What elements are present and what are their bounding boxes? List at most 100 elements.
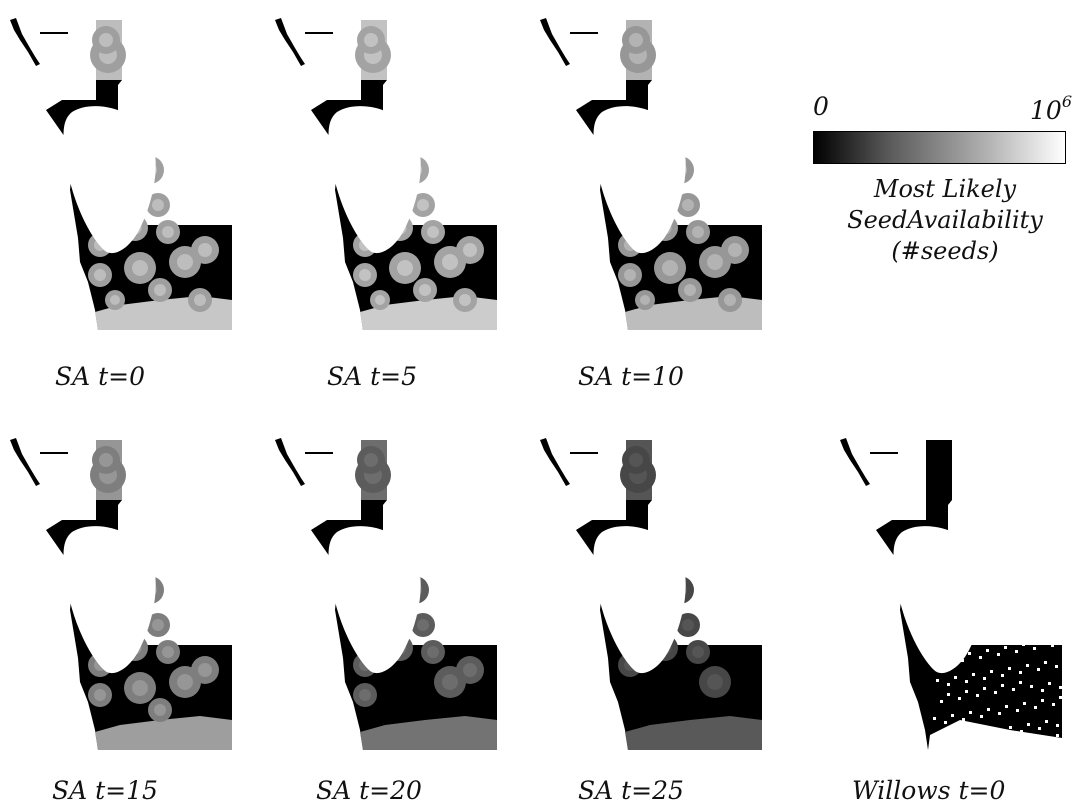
willow-speck	[1058, 627, 1061, 630]
map-panel-sa-t10	[530, 0, 780, 345]
willow-speck	[986, 649, 989, 652]
willow-speck	[1019, 671, 1022, 674]
willow-speck	[1016, 709, 1019, 712]
legend-title-line: Most Likely	[873, 175, 1017, 203]
willow-speck	[1044, 661, 1047, 664]
seed-availability-map	[540, 438, 762, 750]
willow-speck	[1033, 647, 1036, 650]
willow-speck	[995, 535, 998, 538]
willow-speck	[1010, 570, 1013, 573]
seed-blob-core	[662, 260, 678, 276]
seed-availability-map	[10, 18, 232, 330]
seed-blob-core	[359, 689, 371, 701]
willow-speck	[975, 635, 978, 638]
seed-band-shape	[625, 716, 762, 750]
willow-speck	[1001, 684, 1004, 687]
seed-blob-core	[359, 269, 371, 281]
coastline-shape	[275, 18, 305, 66]
map-panel-sa-t15	[0, 420, 250, 765]
seed-blob-core	[417, 619, 429, 631]
willow-speck	[947, 683, 950, 686]
lake-shape	[593, 106, 686, 254]
willow-speck	[982, 628, 985, 631]
willow-speck	[1018, 612, 1021, 615]
seed-blob-core	[442, 254, 458, 270]
lake-shape	[63, 526, 156, 674]
panel-caption: SA t=5	[327, 362, 418, 391]
lake-shape	[63, 106, 156, 254]
seed-blob-core	[728, 243, 742, 257]
willow-speck	[1004, 636, 1007, 639]
willow-speck	[1028, 567, 1031, 570]
willow-speck	[976, 694, 979, 697]
willow-speck	[1000, 615, 1003, 618]
willow-speck	[1041, 699, 1044, 702]
coastline-shape	[540, 438, 570, 486]
willow-speck	[1056, 734, 1059, 737]
willow-speck	[981, 559, 984, 562]
lake-shape	[328, 106, 421, 254]
willow-speck	[1007, 608, 1010, 611]
seed-blob-core	[463, 663, 477, 677]
willow-speck	[997, 653, 1000, 656]
willow-speck	[1055, 665, 1058, 668]
seed-blob-core	[624, 269, 636, 281]
coastline-shape	[10, 18, 40, 66]
seed-availability-map	[10, 438, 232, 750]
willow-speck	[998, 712, 1001, 715]
seed-blob-core	[724, 294, 736, 306]
willow-speck	[1012, 688, 1015, 691]
legend-title-line: (#seeds)	[891, 237, 999, 265]
willow-speck	[933, 717, 936, 720]
willow-speck	[996, 594, 999, 597]
willow-speck	[961, 659, 964, 662]
willow-speck	[965, 690, 968, 693]
willow-speck	[984, 531, 987, 534]
panel-caption: SA t=25	[578, 776, 684, 805]
map-panel-sa-t0	[0, 0, 250, 345]
willow-speck	[992, 573, 995, 576]
seed-blob-core	[152, 199, 164, 211]
willow-speck	[951, 714, 954, 717]
legend-max-label: 106	[1030, 92, 1072, 125]
willows-presence-map	[840, 438, 1062, 750]
legend-colorbar	[813, 131, 1066, 164]
seed-blob-core	[154, 704, 166, 716]
willow-speck	[1022, 643, 1025, 646]
willow-speck	[1024, 546, 1027, 549]
seed-blob-core	[94, 689, 106, 701]
willow-speck	[1021, 584, 1024, 587]
willow-speck	[988, 552, 991, 555]
seed-blob-core	[110, 295, 120, 305]
seed-blob-core	[459, 294, 471, 306]
willow-speck	[1059, 686, 1062, 689]
willow-speck	[936, 679, 939, 682]
seed-blob-core	[152, 619, 164, 631]
lake-shape	[893, 526, 986, 674]
panel-caption: SA t=15	[52, 776, 158, 805]
map-panel-sa-t20	[265, 420, 515, 765]
willow-speck	[1029, 626, 1032, 629]
willow-speck	[1026, 664, 1029, 667]
willow-speck	[983, 687, 986, 690]
willow-speck	[1048, 682, 1051, 685]
seed-blob-core	[417, 199, 429, 211]
coastline-shape	[840, 438, 870, 486]
willow-speck	[1003, 587, 1006, 590]
panel-caption: SA t=10	[578, 362, 684, 391]
seed-blob-core	[162, 646, 174, 658]
willow-speck	[985, 590, 988, 593]
coastline-shape	[275, 438, 305, 486]
willow-speck	[1025, 605, 1028, 608]
seed-blob-core	[629, 453, 643, 467]
willow-speck	[968, 652, 971, 655]
seed-blob-core	[682, 619, 694, 631]
willow-speck	[1042, 543, 1045, 546]
seed-blob-core	[419, 284, 431, 296]
seed-availability-map	[540, 18, 762, 330]
willow-speck	[1041, 689, 1044, 692]
willow-speck	[1011, 629, 1014, 632]
willow-speck	[1054, 606, 1057, 609]
legend-max-exponent: 6	[1061, 92, 1072, 111]
seed-blob-core	[684, 284, 696, 296]
